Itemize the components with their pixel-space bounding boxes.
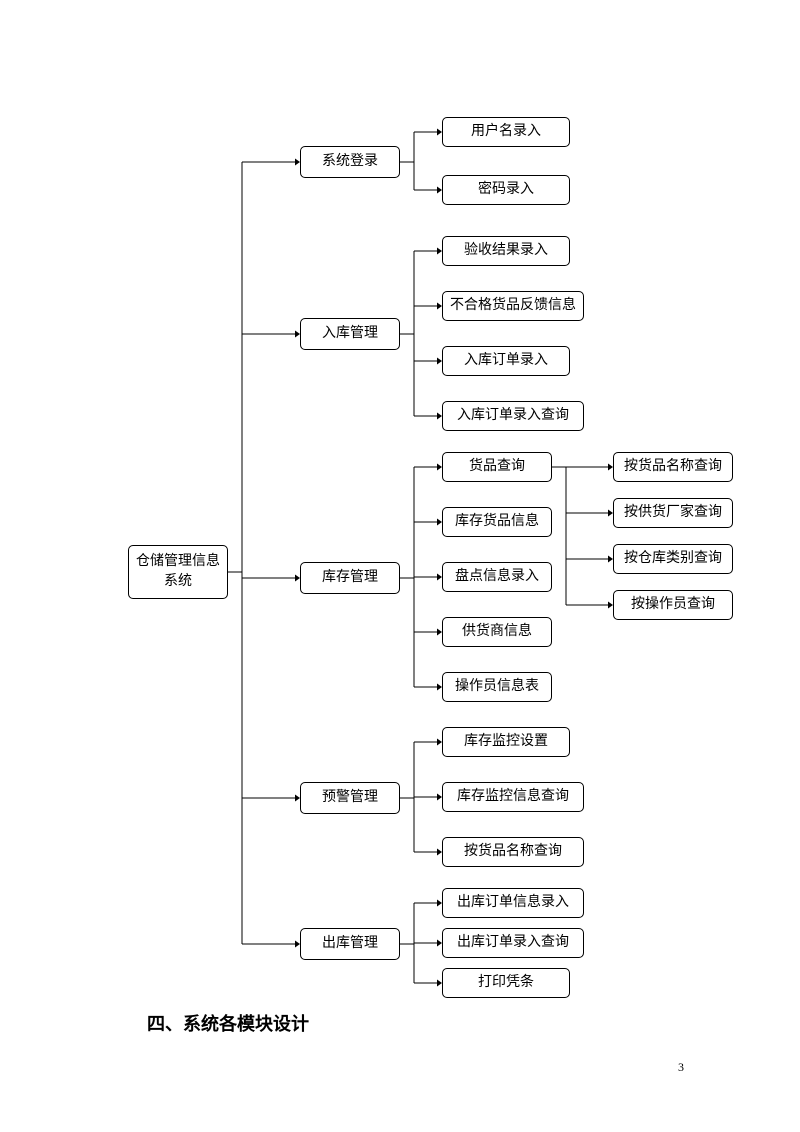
node-c1b: 密码录入 — [442, 175, 570, 205]
node-m1: 系统登录 — [300, 146, 400, 178]
node-m5: 出库管理 — [300, 928, 400, 960]
node-d1: 按货品名称查询 — [613, 452, 733, 482]
node-m2: 入库管理 — [300, 318, 400, 350]
node-c5b: 出库订单录入查询 — [442, 928, 584, 958]
node-c3e: 操作员信息表 — [442, 672, 552, 702]
node-c1a: 用户名录入 — [442, 117, 570, 147]
node-c3d: 供货商信息 — [442, 617, 552, 647]
node-d2: 按供货厂家查询 — [613, 498, 733, 528]
node-c4a: 库存监控设置 — [442, 727, 570, 757]
node-c3b: 库存货品信息 — [442, 507, 552, 537]
node-c2c: 入库订单录入 — [442, 346, 570, 376]
node-c3a: 货品查询 — [442, 452, 552, 482]
node-c2a: 验收结果录入 — [442, 236, 570, 266]
node-c4b: 库存监控信息查询 — [442, 782, 584, 812]
page-number: 3 — [678, 1060, 684, 1075]
node-c2b: 不合格货品反馈信息 — [442, 291, 584, 321]
node-c5a: 出库订单信息录入 — [442, 888, 584, 918]
node-c2d: 入库订单录入查询 — [442, 401, 584, 431]
node-c3c: 盘点信息录入 — [442, 562, 552, 592]
node-m4: 预警管理 — [300, 782, 400, 814]
node-root: 仓储管理信息系统 — [128, 545, 228, 599]
node-c4c: 按货品名称查询 — [442, 837, 584, 867]
node-m3: 库存管理 — [300, 562, 400, 594]
node-c5c: 打印凭条 — [442, 968, 570, 998]
node-d4: 按操作员查询 — [613, 590, 733, 620]
node-d3: 按仓库类别查询 — [613, 544, 733, 574]
section-heading: 四、系统各模块设计 — [147, 1010, 309, 1036]
